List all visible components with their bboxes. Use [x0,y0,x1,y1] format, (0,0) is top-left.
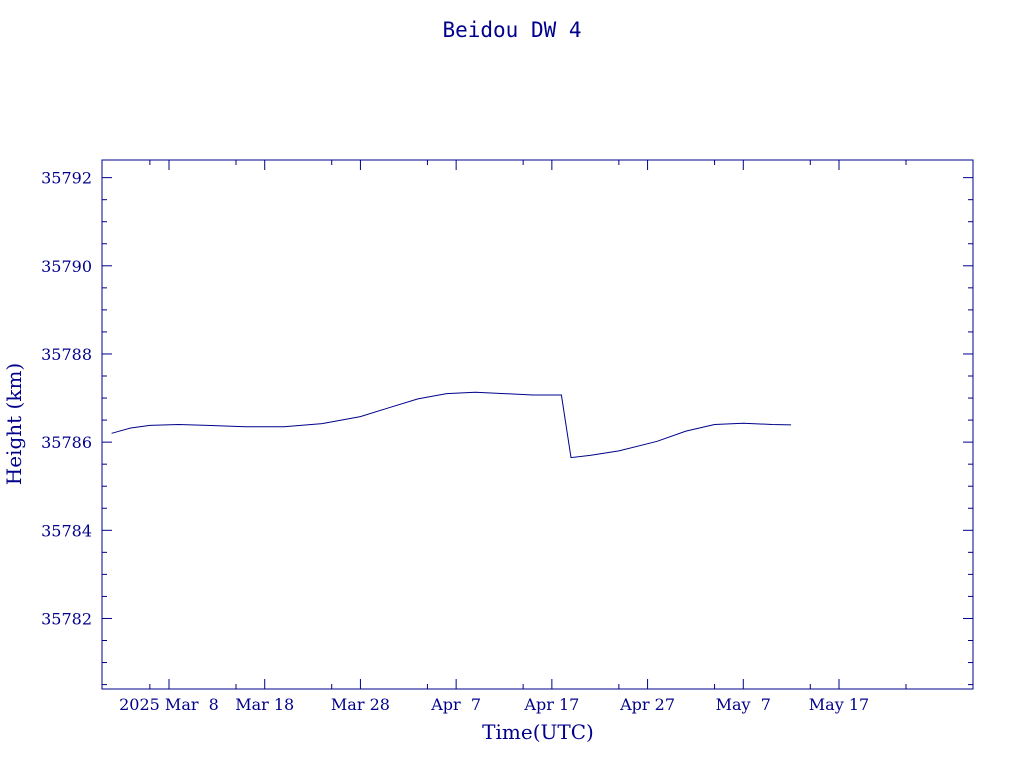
y-axis-label: Height (km) [2,363,26,485]
y-tick-label: 35786 [41,433,92,452]
x-tick-label: Mar 28 [331,695,390,714]
y-tick-labels: 35782 35784 35786 35788 35790 35792 [41,169,92,629]
x-tick-label: Apr 27 [619,695,675,714]
x-tick-labels: 2025 Mar 8 Mar 18 Mar 28 Apr 7 Apr 17 Apr 27 M… [119,695,869,714]
plot-area: 2025 Mar 8 Mar 18 Mar 28 Apr 7 Apr 17 Apr 27 M… [41,159,974,714]
x-tick-label: May 17 [809,695,869,714]
axis-ticks [102,160,973,689]
plot-frame [101,159,974,690]
y-tick-label: 35782 [41,609,92,628]
series-group [111,391,792,459]
y-tick-label: 35784 [41,521,92,540]
x-tick-label: Apr 17 [523,695,579,714]
x-axis-label: Time(UTC) [482,720,594,744]
x-tick-label: 2025 Mar 8 [119,695,219,714]
x-tick-label: May 7 [716,695,771,714]
chart-title: Beidou DW 4 [442,18,581,42]
x-tick-label: Mar 18 [235,695,294,714]
y-tick-label: 35790 [41,257,92,276]
series-line [111,391,792,459]
y-tick-label: 35788 [41,345,92,364]
y-tick-label: 35792 [41,169,92,188]
x-tick-label: Apr 7 [430,695,481,714]
